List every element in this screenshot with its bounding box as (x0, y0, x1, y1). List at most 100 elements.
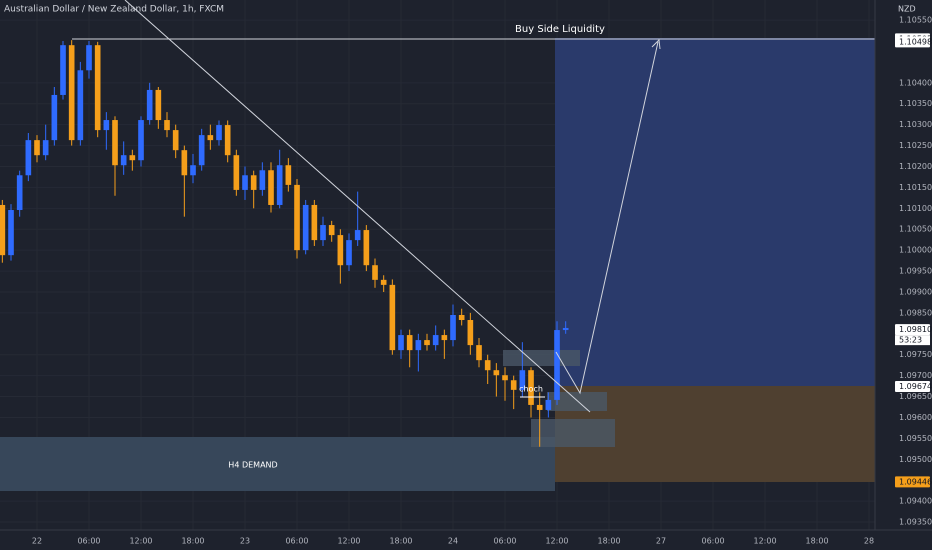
candle-body (155, 89, 162, 121)
target-zone (555, 38, 875, 386)
candle-body (268, 170, 274, 205)
y-tick-label: 1.09600 (899, 413, 932, 422)
x-tick-label: 12:00 (337, 537, 360, 546)
y-tick-label: 1.10150 (899, 183, 932, 192)
candle-body (224, 125, 231, 156)
candle-body (363, 230, 370, 266)
x-tick-label: 28 (864, 537, 874, 546)
x-tick-label: 12:00 (545, 537, 568, 546)
candle-body (164, 120, 170, 131)
y-tick-label: 1.10250 (899, 141, 932, 150)
y-tick-label: 1.10100 (899, 204, 932, 213)
demand-zone (0, 437, 555, 491)
y-tick-label: 1.10050 (899, 225, 932, 234)
candle-body (311, 204, 318, 241)
candle-body (181, 150, 188, 176)
time-axis (0, 530, 932, 550)
candle-body (398, 335, 404, 351)
price-tag (895, 324, 930, 336)
candle-body (528, 370, 534, 405)
trend-line (124, 0, 591, 413)
candle-body (502, 375, 508, 381)
price-tag-label: 1.09446 (899, 477, 932, 486)
y-tick-label: 1.09950 (899, 267, 932, 276)
candle-body (8, 209, 14, 256)
demand-label: H4 DEMAND (228, 461, 277, 470)
x-tick-label: 06:00 (285, 537, 308, 546)
candle-body (510, 380, 517, 390)
candle-body (450, 314, 456, 341)
price-tag-label: 1.09674 (899, 382, 932, 391)
y-tick-label: 1.09900 (899, 287, 932, 296)
candle-body (172, 130, 179, 151)
candle-body (198, 135, 205, 166)
y-tick-label: 1.09350 (899, 518, 932, 527)
candle-body (406, 335, 413, 351)
candle-body (519, 370, 526, 390)
y-tick-label: 1.09850 (899, 308, 932, 317)
x-tick-label: 06:00 (77, 537, 100, 546)
y-tick-label: 1.09700 (899, 371, 932, 380)
y-tick-label: 1.09500 (899, 455, 932, 464)
y-tick-label: 1.10300 (899, 120, 932, 129)
x-tick-label: 18:00 (181, 537, 204, 546)
fvg-box (531, 419, 615, 447)
price-tag (895, 381, 930, 393)
candles (0, 40, 569, 447)
candle-body (554, 330, 560, 400)
candle-body (424, 340, 430, 346)
candle-body (129, 155, 136, 161)
candle-body (441, 335, 448, 341)
y-tick-label: 1.10000 (899, 246, 932, 255)
candle-body (415, 340, 422, 351)
candle-body (389, 284, 396, 351)
x-tick-label: 18:00 (597, 537, 620, 546)
y-tick-label: 1.10350 (899, 99, 932, 108)
candle-body (432, 335, 439, 346)
candle-body (302, 204, 309, 251)
candle-body (86, 45, 92, 71)
candle-body (294, 184, 300, 251)
candle-body (77, 70, 84, 141)
candle-body (42, 140, 49, 156)
candle-body (138, 120, 144, 161)
candle-body (380, 279, 387, 285)
candle-body (207, 135, 214, 141)
x-tick-label: 24 (448, 537, 458, 546)
price-tag-label: 1.10498 (899, 37, 932, 46)
candle-body (190, 165, 196, 176)
candle-body (60, 45, 66, 95)
candle-body (285, 165, 292, 185)
x-tick-label: 27 (656, 537, 666, 546)
candle-body (337, 235, 344, 266)
candle-body (476, 345, 482, 361)
price-tag-label: 1.09810 (899, 325, 932, 334)
candle-body (16, 175, 23, 210)
candle-body (68, 45, 75, 141)
candle-body (34, 140, 40, 156)
arrow-head (651, 38, 661, 50)
x-tick-label: 23 (240, 537, 250, 546)
candle-body (545, 399, 552, 410)
chart-title: Australian Dollar / New Zealand Dollar, … (4, 5, 224, 15)
candle-body (467, 320, 474, 346)
candle-body (242, 175, 248, 190)
projection-arrow (555, 41, 659, 395)
y-tick-label: 1.10200 (899, 162, 932, 171)
candle-body (484, 360, 491, 371)
price-tag (895, 476, 930, 488)
x-tick-label: 18:00 (389, 537, 412, 546)
candle-body (536, 404, 543, 410)
candle-body (120, 155, 127, 166)
candle-body (112, 120, 118, 166)
x-tick-label: 06:00 (701, 537, 724, 546)
candle-body (372, 265, 378, 280)
candle-body (493, 370, 500, 376)
y-tick-label: 1.10550 (899, 16, 932, 25)
fvg-box (547, 392, 607, 411)
x-tick-label: 12:00 (129, 537, 152, 546)
candle-body (354, 230, 361, 241)
candle-body (562, 327, 569, 331)
axes: 1.10550 1.10400 1.10350 1.10300 1.10250 1.102… (32, 16, 932, 546)
